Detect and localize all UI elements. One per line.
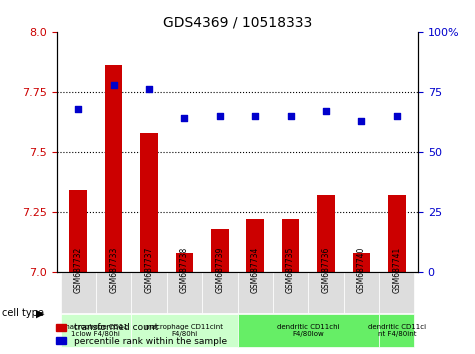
FancyBboxPatch shape <box>60 272 96 313</box>
Text: GSM687736: GSM687736 <box>322 246 331 293</box>
Point <box>110 82 117 87</box>
Bar <box>317 195 335 272</box>
Text: dendritic CD11ci
nt F4/80int: dendritic CD11ci nt F4/80int <box>368 324 426 337</box>
FancyBboxPatch shape <box>238 314 379 347</box>
FancyBboxPatch shape <box>344 272 379 313</box>
FancyBboxPatch shape <box>273 272 308 313</box>
Bar <box>352 253 370 272</box>
Point <box>216 113 224 119</box>
Point <box>145 87 153 92</box>
FancyBboxPatch shape <box>238 272 273 313</box>
Text: GSM687735: GSM687735 <box>286 246 295 293</box>
Point <box>322 108 330 114</box>
Bar <box>69 190 87 272</box>
Point <box>393 113 400 119</box>
Point <box>251 113 259 119</box>
Text: GSM687734: GSM687734 <box>251 246 260 293</box>
FancyBboxPatch shape <box>60 314 131 347</box>
Title: GDS4369 / 10518333: GDS4369 / 10518333 <box>163 15 312 29</box>
Text: macrophage CD11cint
F4/80hi: macrophage CD11cint F4/80hi <box>145 324 223 337</box>
Text: GSM687740: GSM687740 <box>357 246 366 293</box>
Bar <box>211 229 228 272</box>
Point <box>358 118 365 124</box>
Bar <box>140 133 158 272</box>
FancyBboxPatch shape <box>379 272 415 313</box>
Bar <box>388 195 406 272</box>
Text: cell type: cell type <box>2 308 44 318</box>
Bar <box>105 65 123 272</box>
Bar <box>176 253 193 272</box>
FancyBboxPatch shape <box>96 272 131 313</box>
FancyBboxPatch shape <box>308 272 344 313</box>
Text: ▶: ▶ <box>36 308 44 318</box>
Bar <box>282 219 299 272</box>
Text: GSM687732: GSM687732 <box>74 247 83 293</box>
Text: GSM687733: GSM687733 <box>109 246 118 293</box>
FancyBboxPatch shape <box>379 314 415 347</box>
Text: dendritic CD11chi
F4/80low: dendritic CD11chi F4/80low <box>277 324 340 337</box>
FancyBboxPatch shape <box>131 272 167 313</box>
FancyBboxPatch shape <box>202 272 238 313</box>
Text: GSM687741: GSM687741 <box>392 247 401 293</box>
Point <box>287 113 294 119</box>
Legend: transformed count, percentile rank within the sample: transformed count, percentile rank withi… <box>52 320 230 349</box>
Point <box>75 106 82 112</box>
Text: GSM687737: GSM687737 <box>144 246 153 293</box>
FancyBboxPatch shape <box>167 272 202 313</box>
Point <box>180 115 188 121</box>
FancyBboxPatch shape <box>131 314 238 347</box>
Text: GSM687738: GSM687738 <box>180 247 189 293</box>
Bar <box>247 219 264 272</box>
Text: GSM687739: GSM687739 <box>215 246 224 293</box>
Text: macrophage CD11
1clow F4/80hi: macrophage CD11 1clow F4/80hi <box>64 324 128 337</box>
